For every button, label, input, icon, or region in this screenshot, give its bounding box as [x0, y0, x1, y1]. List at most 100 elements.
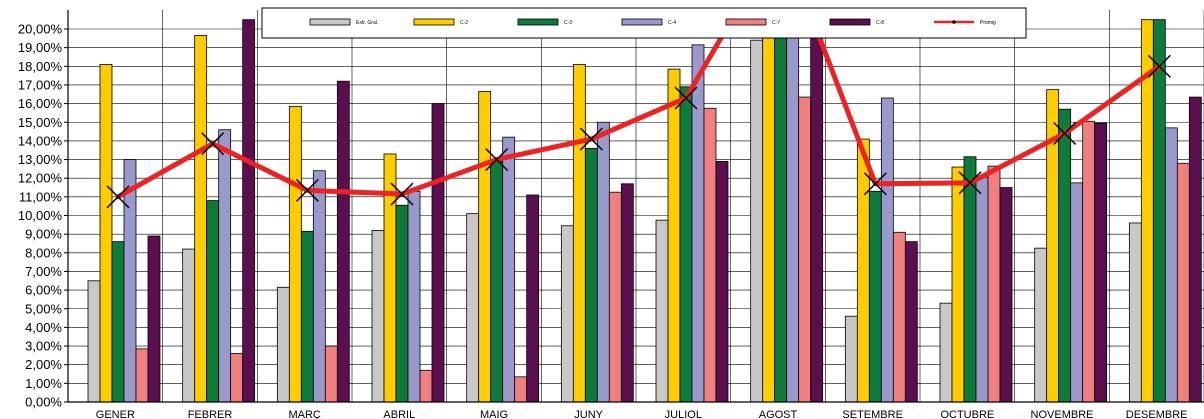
bar — [371, 230, 385, 402]
bar — [810, 19, 824, 402]
marker-stroke — [106, 185, 130, 209]
bar — [999, 187, 1013, 402]
bar — [526, 194, 540, 402]
legend-label: C-4 — [668, 20, 676, 26]
legend-line-marker — [952, 20, 956, 24]
bar — [1152, 19, 1166, 402]
y-tick-label: 15,00% — [18, 115, 63, 130]
bar — [1058, 108, 1072, 402]
average-line-path — [115, 10, 1162, 200]
average-marker — [390, 182, 414, 206]
x-tick-label: AGOST — [759, 409, 798, 419]
average-line — [106, 10, 1171, 209]
average-marker — [958, 171, 982, 195]
average-marker — [579, 127, 603, 151]
bar — [1128, 222, 1142, 402]
bar — [1176, 162, 1190, 402]
legend-item: Promig — [934, 20, 996, 26]
bar — [584, 147, 598, 402]
bar — [691, 44, 705, 402]
x-tick-label: NOVEMBRE — [1031, 409, 1094, 419]
bar — [572, 64, 586, 402]
x-tick-label: FEBRER — [188, 409, 233, 419]
bar — [774, 19, 788, 402]
bar — [560, 225, 574, 402]
bar — [478, 91, 492, 402]
legend-item: C-8 — [829, 18, 884, 26]
bar — [123, 159, 137, 402]
average-marker — [201, 132, 225, 156]
bar — [762, 19, 776, 402]
bar — [1094, 122, 1108, 402]
y-tick-label: 14,00% — [18, 133, 63, 148]
bar — [1070, 182, 1084, 402]
bar — [703, 107, 717, 402]
bar — [135, 348, 149, 402]
bar — [1164, 127, 1178, 402]
bar — [288, 105, 302, 402]
legend-label: Promig — [980, 20, 996, 26]
bar — [786, 19, 800, 402]
bar — [242, 19, 256, 402]
legend-label: C-8 — [876, 20, 884, 26]
marker-stroke — [579, 127, 603, 151]
y-tick-label: 0,00% — [25, 395, 62, 410]
legend-swatch — [517, 18, 559, 26]
x-axis-labels: GENER FEBRER MARÇ ABRIL MAIG JUNY JULIOL AGOST S… — [96, 409, 1188, 419]
average-marker — [863, 172, 887, 196]
marker-stroke — [295, 178, 319, 202]
legend-item: C-3 — [517, 18, 572, 26]
bar — [1188, 96, 1202, 402]
bar — [667, 68, 681, 402]
bar — [679, 86, 693, 402]
x-tick-label: MARÇ — [288, 409, 320, 419]
y-axis-labels: 0,00% 1,00% 2,00% 3,00% 4,00% 5,00% 6,00% 7,00%… — [18, 22, 63, 410]
bar — [987, 165, 1001, 402]
bar — [502, 136, 516, 402]
bar — [844, 315, 858, 402]
bar — [904, 241, 918, 402]
average-marker — [106, 185, 130, 209]
bar — [490, 161, 504, 402]
y-tick-label: 17,00% — [18, 77, 63, 92]
legend-swatch — [309, 18, 351, 26]
bar — [620, 183, 634, 402]
y-tick-label: 8,00% — [25, 245, 62, 260]
bar — [182, 248, 196, 402]
x-tick-label: DESEMBRE — [1126, 409, 1188, 419]
y-tick-label: 6,00% — [25, 283, 62, 298]
bar — [324, 345, 338, 402]
axes — [67, 10, 1204, 403]
x-tick-label: JUNY — [574, 409, 603, 419]
marker-stroke — [201, 132, 225, 156]
x-tick-label: SETEMBRE — [842, 409, 903, 419]
bar — [312, 170, 326, 402]
average-marker — [1053, 121, 1077, 146]
bar — [194, 35, 208, 402]
bar-series — [87, 19, 1202, 402]
bar — [975, 176, 989, 402]
x-tick-label: ABRIL — [383, 409, 415, 419]
bar — [111, 241, 125, 402]
legend-swatch — [413, 18, 455, 26]
average-marker — [485, 147, 509, 172]
bar — [99, 64, 113, 402]
x-tick-label: GENER — [96, 409, 135, 419]
bar — [395, 204, 409, 402]
y-tick-label: 3,00% — [25, 339, 62, 354]
legend-item: C-7 — [725, 18, 780, 26]
marker-stroke — [674, 86, 698, 110]
y-tick-label: 1,00% — [25, 376, 62, 391]
y-tick-label: 19,00% — [18, 40, 63, 55]
average-marker — [1147, 54, 1171, 78]
bar — [230, 353, 244, 402]
legend: Extr. Gral. C-2 C-3 C-4 C-7 C-8 Promig — [261, 7, 1027, 39]
bar — [336, 80, 350, 402]
y-tick-label: 9,00% — [25, 227, 62, 242]
y-tick-label: 5,00% — [25, 301, 62, 316]
y-tick-label: 10,00% — [18, 208, 63, 223]
bar — [431, 103, 445, 402]
bar — [715, 161, 729, 402]
bar — [868, 190, 882, 402]
